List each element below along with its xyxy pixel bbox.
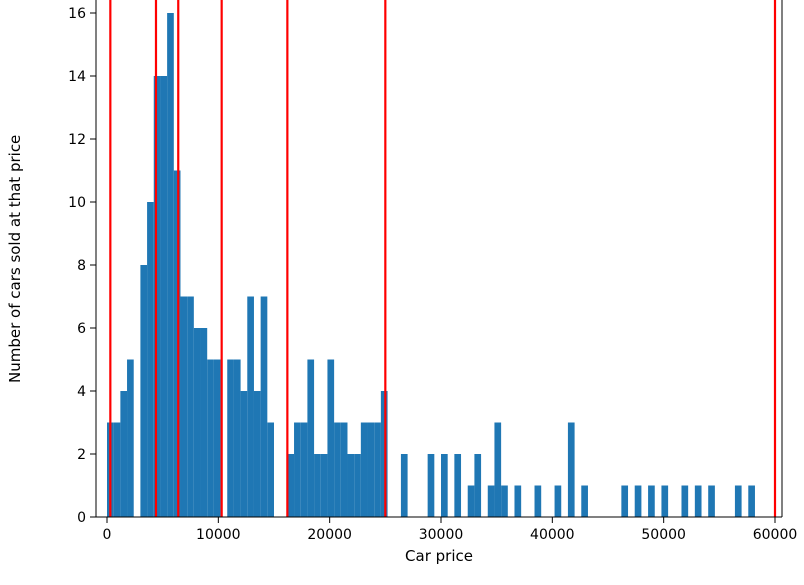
histogram-bar [648,485,655,517]
y-tick-label: 2 [77,447,86,463]
histogram-bar [374,422,381,517]
y-tick-label: 4 [77,384,86,400]
histogram-bar [314,454,321,517]
histogram-bar [173,170,181,517]
histogram-bar [661,485,669,517]
histogram-bar [367,422,375,517]
y-tick-label: 8 [77,258,86,274]
histogram-bar [681,485,689,517]
histogram-bar [380,391,388,517]
histogram-bar [120,391,128,517]
histogram-bar [621,485,629,517]
x-tick-label: 40000 [530,527,575,543]
histogram-bar [581,485,588,517]
histogram-bar [467,485,475,517]
histogram-bar [554,485,562,517]
histogram-bar [160,76,168,517]
histogram-bar [347,454,355,517]
histogram-bar [400,454,408,517]
y-tick-label: 14 [68,69,86,85]
histogram-bar [320,454,328,517]
histogram-bar [441,454,448,517]
histogram-bar [474,454,482,517]
x-tick-label: 60000 [753,527,798,543]
histogram-bar [634,485,642,517]
y-tick-label: 16 [68,6,86,22]
histogram-bar [334,422,341,517]
histogram-bar [233,359,241,517]
histogram-bar [267,422,274,517]
histogram-bar [260,296,268,517]
histogram-bar [327,359,335,517]
histogram-bar [127,359,134,517]
histogram-bar [487,485,495,517]
histogram-bar [207,359,214,517]
histogram-bar [294,422,301,517]
histogram-bar [240,391,248,517]
histogram-bar [200,328,208,517]
histogram-bar [287,454,295,517]
x-tick-label: 10000 [196,527,241,543]
histogram-bar [454,454,462,517]
histogram-bar [427,454,435,517]
y-tick-label: 0 [77,510,86,526]
histogram-bar [193,328,201,517]
y-tick-label: 6 [77,321,86,337]
histogram-bar [708,485,715,517]
histogram-bar [253,391,261,517]
histogram-bar [501,485,508,517]
histogram-bar [213,359,221,517]
histogram-bar [113,422,121,517]
histogram-bar [187,296,194,517]
x-tick-label: 0 [103,527,112,543]
histogram-bar [167,13,174,517]
x-tick-label: 50000 [641,527,686,543]
histogram-bar [300,422,308,517]
histogram-bar [534,485,542,517]
x-axis-label: Car price [405,547,473,565]
y-axis-label: Number of cars sold at that price [6,134,24,383]
histogram-bar [360,422,368,517]
histogram-bar [748,485,755,517]
histogram-bar [147,202,154,517]
histogram-bar [494,422,502,517]
histogram-bar [340,422,348,517]
x-tick-label: 30000 [419,527,464,543]
histogram-bar [307,359,315,517]
histogram-bar [694,485,702,517]
histogram-bar [227,359,234,517]
y-tick-label: 12 [68,132,86,148]
histogram-bar [180,296,188,517]
histogram-bar [514,485,522,517]
histogram-bar [140,265,148,517]
histogram-bar [153,76,161,517]
histogram-bar [247,296,254,517]
histogram-bar [734,485,742,517]
histogram-bar [354,454,361,517]
histogram-bar [567,422,575,517]
y-tick-label: 10 [68,195,86,211]
x-tick-label: 20000 [307,527,352,543]
